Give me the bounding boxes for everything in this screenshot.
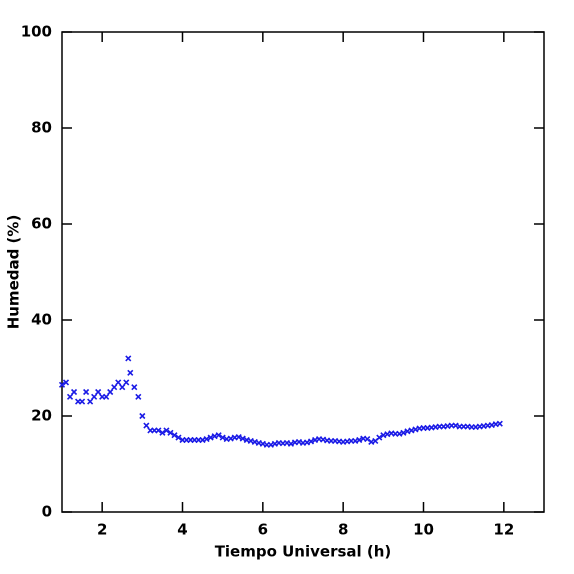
data-point [66, 393, 74, 400]
data-point [203, 435, 210, 443]
data-point [95, 388, 102, 396]
x-tick-label: 8 [338, 521, 348, 539]
data-point [58, 381, 66, 388]
data-point [123, 379, 130, 386]
data-point [167, 429, 174, 436]
x-tick-label: 10 [413, 521, 434, 539]
data-point [143, 422, 150, 429]
data-point [103, 393, 110, 400]
x-axis-label: Tiempo Universal (h) [215, 543, 392, 561]
y-tick-label: 0 [42, 503, 52, 521]
data-point [115, 379, 122, 386]
data-point [127, 369, 134, 376]
data-point [107, 388, 114, 396]
data-point [87, 398, 94, 405]
x-tick-label: 2 [97, 521, 107, 539]
data-point [496, 420, 503, 427]
data-point [83, 388, 90, 396]
data-point [62, 379, 70, 386]
data-point [175, 434, 182, 441]
data-point [119, 384, 126, 391]
data-point [219, 434, 226, 441]
data-point [400, 429, 407, 436]
x-tick-label: 12 [493, 521, 514, 539]
data-point [79, 398, 86, 405]
y-tick-label: 20 [31, 407, 52, 425]
y-tick-label: 80 [31, 119, 52, 137]
data-point [159, 429, 166, 436]
y-tick-label: 40 [31, 311, 52, 329]
x-tick-label: 6 [258, 521, 268, 539]
data-point [155, 427, 162, 434]
data-point [91, 393, 98, 400]
data-point [135, 393, 142, 400]
data-point [364, 435, 371, 443]
data-point [207, 434, 214, 441]
data-point [171, 432, 178, 439]
data-point [239, 435, 246, 442]
plot-frame [61, 31, 545, 513]
data-point [215, 432, 222, 439]
y-tick-label: 60 [31, 215, 52, 233]
data-point [163, 427, 170, 434]
data-point [111, 384, 118, 391]
data-point [139, 412, 146, 420]
data-point [307, 438, 315, 445]
data-point [356, 436, 363, 444]
data-point [376, 434, 383, 441]
y-tick-label: 100 [21, 23, 52, 41]
x-tick-label: 4 [177, 521, 187, 539]
data-point [131, 384, 138, 391]
data-point [125, 355, 132, 362]
data-point [70, 388, 78, 396]
y-axis-label: Humedad (%) [5, 215, 23, 330]
data-point [235, 434, 242, 441]
data-point [287, 440, 295, 447]
